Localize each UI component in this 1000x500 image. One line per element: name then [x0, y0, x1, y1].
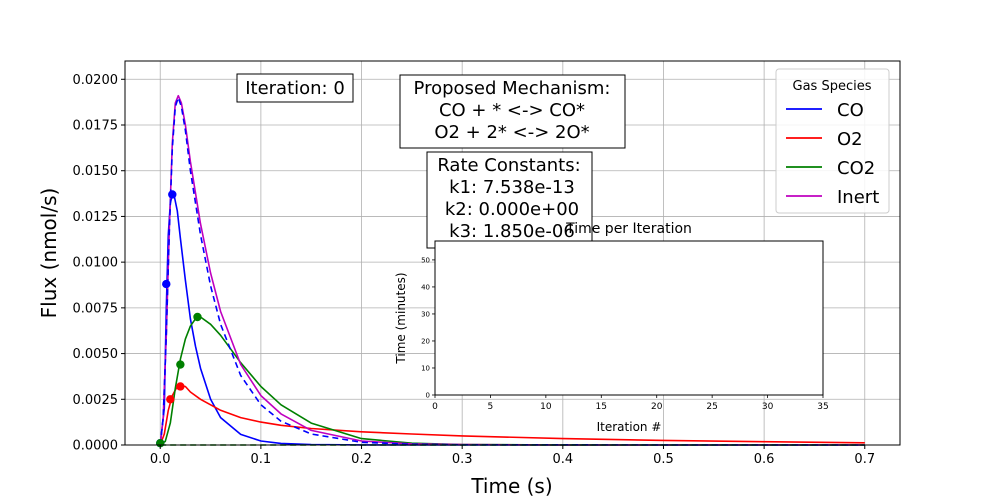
inset-y-tick-label: 0: [426, 392, 430, 400]
inset-y-tick-label: 10: [421, 364, 430, 372]
inset-x-tick-label: 0: [432, 402, 438, 412]
legend-title: Gas Species: [793, 79, 872, 94]
inset-y-axis-label: Time (minutes): [394, 272, 408, 364]
main-x-tick-label: 0.3: [452, 452, 473, 467]
legend-frame: [775, 68, 890, 214]
main-y-tick-label: 0.0025: [73, 393, 119, 408]
data-point-marker: [176, 382, 185, 391]
main-x-axis-label: Time (s): [470, 474, 552, 498]
legend-label: Inert: [837, 187, 879, 208]
inset-y-ticks: 0 10 20 30 40 50: [421, 256, 435, 400]
mechanism-box: [399, 74, 626, 149]
rate-constants-annotation: Rate Constants: k1: 7.538e-13 k2: 0.000e…: [426, 151, 593, 249]
legend-label: O2: [837, 129, 863, 150]
rate-constant-k2: k2: 0.000e+00: [445, 199, 579, 220]
mechanism-step-2: O2 + 2* <-> 2O*: [434, 122, 589, 143]
main-x-ticks: 0.0 0.1 0.2 0.3 0.4 0.5 0.6 0.7: [150, 445, 875, 467]
main-y-ticks: 0.0000 0.0025 0.0050 0.0075 0.0100 0.0125 0.01…: [73, 73, 125, 454]
main-axes-frame: [124, 60, 901, 446]
inset-axes-frame: [434, 240, 824, 396]
inset-x-axis-label: Iteration #: [597, 420, 662, 434]
main-y-axis-label: Flux (nmol/s): [37, 188, 61, 319]
main-y-tick-label: 0.0000: [73, 439, 119, 454]
main-x-tick-label: 0.0: [150, 452, 171, 467]
legend-entries: CO O2 CO2 Inert: [786, 100, 879, 208]
series-line-reference-dashed: [159, 96, 865, 446]
inset-x-tick-label: 15: [596, 402, 607, 412]
iteration-annotation: Iteration: 0: [236, 73, 354, 103]
legend: Gas Species CO O2 CO2 Inert: [775, 68, 890, 214]
inset-x-ticks: 0 5 10 15 20 25 30 35: [432, 395, 829, 412]
data-point-marker: [166, 395, 175, 404]
inset-x-tick-label: 35: [817, 402, 828, 412]
rate-constants-title: Rate Constants:: [437, 155, 580, 176]
data-point-marker: [162, 279, 171, 289]
inset-x-tick-label: 30: [762, 402, 774, 412]
iteration-text: Iteration: 0: [245, 78, 345, 99]
main-x-tick-label: 0.4: [552, 452, 573, 467]
main-x-tick-label: 0.2: [351, 452, 372, 467]
inset-y-tick-label: 20: [421, 337, 430, 345]
data-point-marker: [168, 190, 177, 199]
inset-y-tick-label: 50: [421, 256, 430, 264]
main-y-tick-label: 0.0175: [73, 119, 119, 134]
main-y-tick-label: 0.0150: [73, 164, 119, 179]
mechanism-title: Proposed Mechanism:: [414, 78, 611, 99]
iteration-box: [236, 73, 354, 103]
legend-label: CO: [837, 100, 864, 121]
mechanism-step-1: CO + * <-> CO*: [439, 100, 585, 121]
rate-constants-box: [426, 151, 593, 249]
main-x-tick-label: 0.1: [251, 452, 272, 467]
main-y-tick-label: 0.0125: [73, 210, 119, 225]
main-y-tick-label: 0.0075: [73, 301, 119, 316]
inset-x-tick-label: 10: [540, 402, 552, 412]
legend-label: CO2: [837, 158, 875, 179]
inset-x-tick-label: 5: [488, 402, 494, 412]
inset-x-tick-label: 25: [706, 402, 717, 412]
data-point-marker: [193, 312, 202, 322]
main-y-tick-label: 0.0050: [73, 347, 119, 362]
main-y-tick-label: 0.0100: [73, 256, 119, 271]
rate-constant-k3: k3: 1.850e-06: [449, 221, 575, 242]
inset-x-tick-label: 20: [651, 402, 663, 412]
data-point-marker: [176, 360, 185, 369]
inset-title: Time per Iteration: [565, 221, 692, 237]
inset-y-tick-label: 30: [421, 310, 430, 318]
main-y-tick-label: 0.0200: [73, 73, 119, 88]
main-x-tick-label: 0.7: [854, 452, 875, 467]
main-x-tick-label: 0.6: [754, 452, 775, 467]
rate-constant-k1: k1: 7.538e-13: [449, 177, 575, 198]
inset-y-tick-label: 40: [421, 283, 430, 291]
inset-chart: Time per Iteration 0 5 10 15 20 25 30 35 0 10 20 3…: [394, 221, 829, 434]
main-x-tick-label: 0.5: [653, 452, 674, 467]
mechanism-annotation: Proposed Mechanism: CO + * <-> CO* O2 + …: [399, 74, 626, 149]
